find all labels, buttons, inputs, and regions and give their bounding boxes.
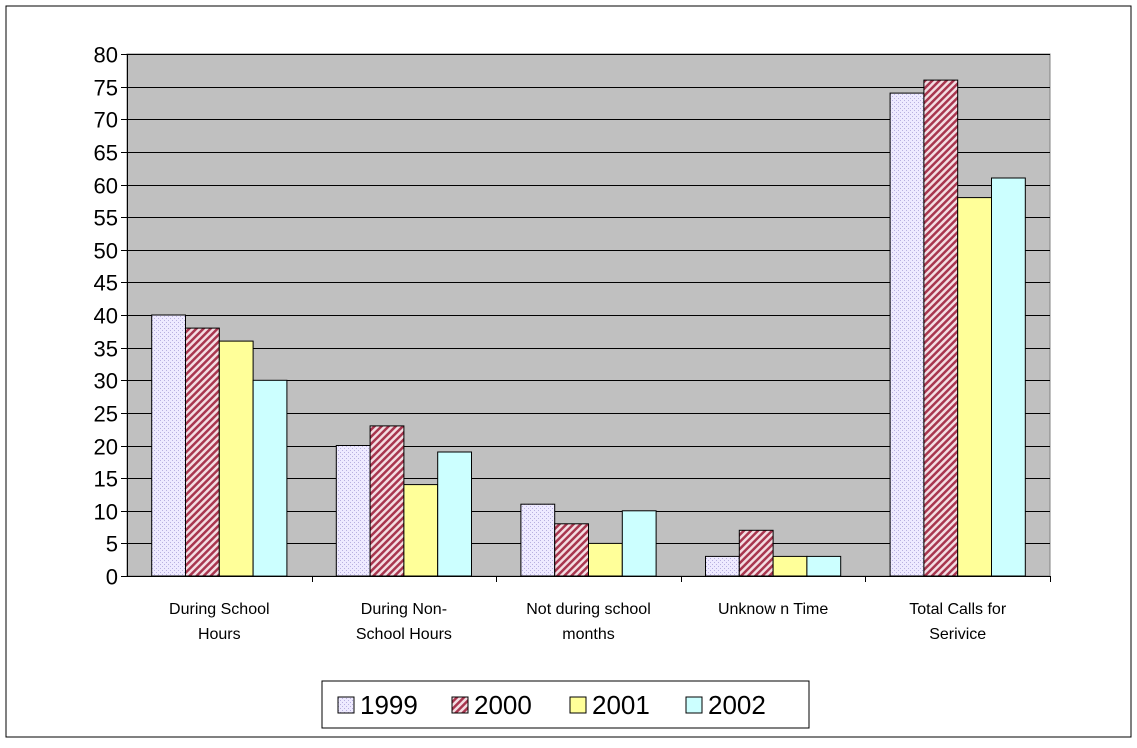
x-tick-label: During Non-School Hours [356, 601, 452, 643]
bar-2002-3 [621, 510, 657, 577]
bars [151, 79, 1026, 577]
legend-swatch-1999 [337, 696, 355, 714]
y-tick-label: 50 [94, 239, 118, 264]
y-tick-label: 65 [94, 141, 118, 166]
y-tick-label: 5 [106, 532, 118, 557]
legend-label-2001: 2001 [592, 690, 650, 720]
y-axis-tick-labels: 0 5 10 15 20 25 30 35 40 45 50 55 60 65 70 75 80 [94, 43, 118, 590]
y-tick-label: 15 [94, 467, 118, 492]
bar-2002-5 [991, 177, 1026, 577]
bar-1999-1 [151, 314, 186, 577]
y-tick-label: 25 [94, 402, 118, 427]
legend: 1999 2000 2001 2002 [321, 680, 810, 729]
bar-2000-4 [738, 529, 774, 577]
y-tick-label: 60 [94, 174, 118, 199]
y-tick-label: 20 [94, 435, 118, 460]
bar-1999-2 [335, 445, 371, 577]
bar-2000-2 [369, 425, 405, 577]
legend-swatch-2002 [685, 696, 703, 714]
bar-1999-4 [705, 555, 740, 577]
bar-1999-3 [520, 503, 556, 577]
legend-swatch-2001 [569, 696, 587, 714]
bar-2001-3 [588, 542, 623, 577]
bar-2002-4 [806, 555, 842, 577]
y-tick-label: 30 [94, 369, 118, 394]
y-tick-label: 70 [94, 108, 118, 133]
y-tick-label: 55 [94, 206, 118, 231]
bar-2002-2 [437, 451, 473, 577]
bar-2001-4 [772, 555, 808, 577]
x-tick-label: Not during school months [526, 601, 651, 643]
y-tick-label: 40 [94, 304, 118, 329]
bar-2001-5 [957, 197, 993, 577]
x-tick-label: Total Calls for Serivice [909, 601, 1007, 643]
bar-2002-1 [252, 379, 288, 577]
legend-label-2000: 2000 [474, 690, 532, 720]
y-tick-label: 35 [94, 337, 118, 362]
x-tick-label: During School Hours [169, 601, 270, 643]
bar-2000-1 [185, 327, 220, 577]
x-tick-label: Unknow n Time [718, 601, 828, 618]
y-tick-label: 45 [94, 271, 118, 296]
y-tick-label: 10 [94, 500, 118, 525]
legend-swatch-2000 [451, 696, 469, 714]
bar-1999-5 [889, 92, 925, 577]
legend-label-2002: 2002 [708, 690, 766, 720]
bar-2001-1 [218, 340, 254, 577]
bar-2000-5 [923, 79, 959, 577]
bar-2001-2 [403, 484, 439, 577]
legend-box [321, 680, 810, 729]
legend-label-1999: 1999 [360, 690, 418, 720]
y-tick-label: 75 [94, 76, 118, 101]
y-tick-label: 0 [106, 565, 118, 590]
x-axis-tick-labels: During School Hours During Non-School Hour… [169, 601, 1007, 643]
y-tick-label: 80 [94, 43, 118, 68]
bar-2000-3 [554, 523, 590, 577]
